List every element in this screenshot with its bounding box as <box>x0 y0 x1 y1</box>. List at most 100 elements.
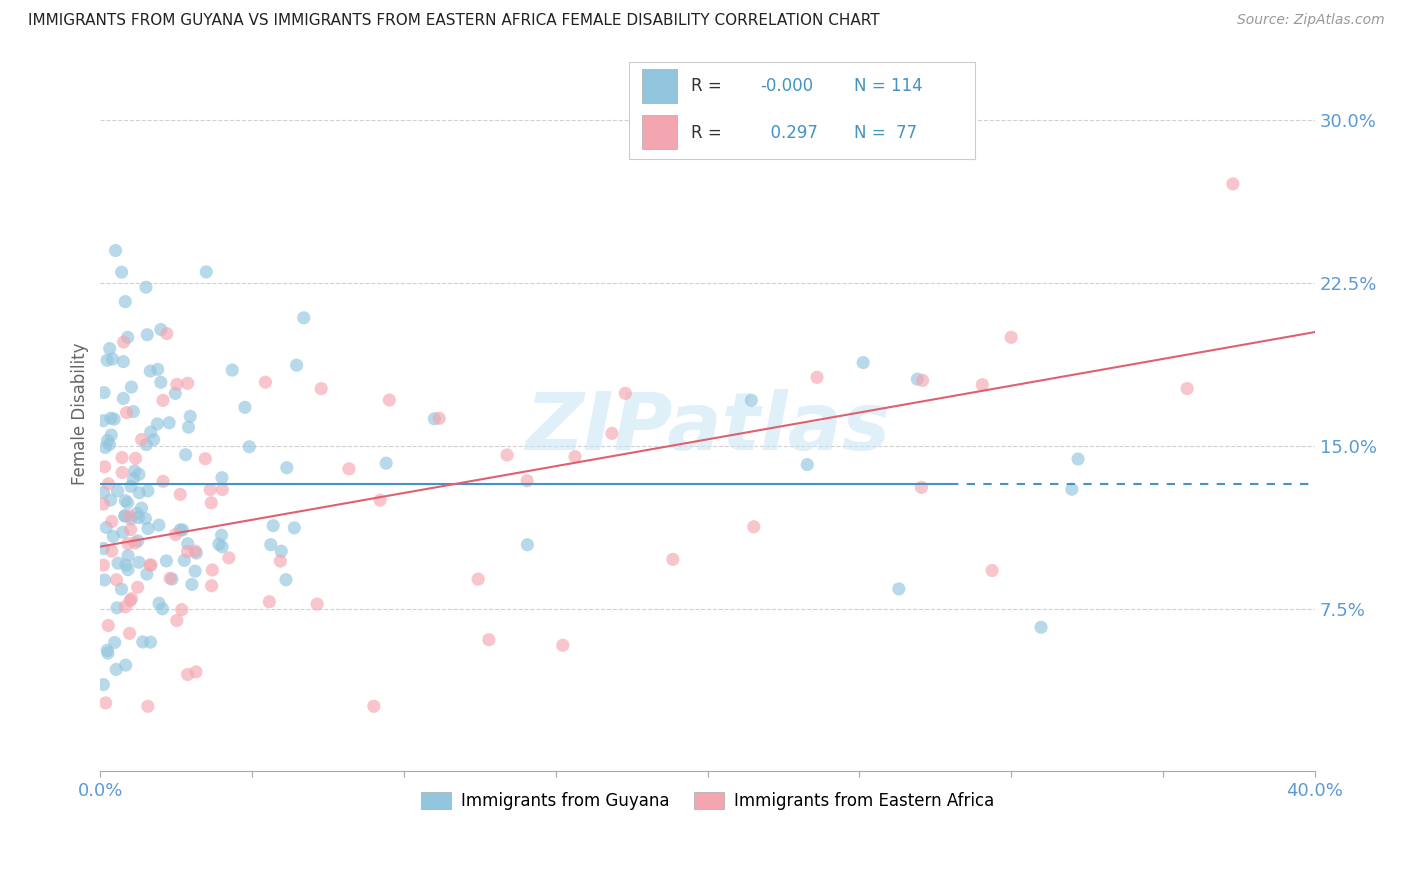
Point <box>600 426 623 441</box>
Point <box>117 549 139 563</box>
Point <box>93 573 115 587</box>
Point <box>160 572 183 586</box>
Point <box>120 380 142 394</box>
Point <box>211 471 233 485</box>
Point <box>292 310 315 325</box>
Point <box>910 480 932 494</box>
Point <box>375 456 398 470</box>
Point <box>127 510 149 524</box>
Point <box>104 244 127 258</box>
Point <box>165 527 187 541</box>
Point <box>939 113 962 128</box>
Point <box>117 536 139 550</box>
Point <box>135 567 157 582</box>
Point <box>614 386 637 401</box>
Point <box>124 536 146 550</box>
Point <box>211 540 233 554</box>
Point <box>114 509 136 524</box>
Point <box>423 411 446 425</box>
Point <box>149 376 172 390</box>
Point <box>97 618 120 632</box>
Point <box>112 334 135 349</box>
Point <box>120 523 142 537</box>
Point <box>254 375 277 389</box>
Point <box>134 511 156 525</box>
Point <box>131 501 153 516</box>
Point <box>496 448 519 462</box>
Point <box>1000 330 1022 344</box>
Point <box>122 472 145 486</box>
Point <box>142 433 165 447</box>
Point <box>103 529 125 543</box>
Point <box>135 280 157 294</box>
Point <box>101 351 124 366</box>
Point <box>1029 620 1052 634</box>
Point <box>96 353 118 368</box>
Point <box>177 537 200 551</box>
Point <box>149 322 172 336</box>
Point <box>118 508 141 523</box>
Point <box>118 626 141 640</box>
Point <box>114 658 136 673</box>
Y-axis label: Female Disability: Female Disability <box>72 342 89 484</box>
Point <box>121 591 143 606</box>
Point <box>169 487 191 501</box>
Point <box>177 420 200 434</box>
Point <box>97 646 120 660</box>
Point <box>136 483 159 498</box>
Point <box>128 555 150 569</box>
Point <box>169 523 191 537</box>
Point <box>136 327 159 342</box>
Point <box>110 582 132 596</box>
Point <box>742 520 765 534</box>
Point <box>981 564 1004 578</box>
Point <box>146 362 169 376</box>
Point <box>285 358 308 372</box>
Point <box>307 597 329 611</box>
Point <box>201 563 224 577</box>
Point <box>887 582 910 596</box>
Point <box>852 355 875 369</box>
Point <box>128 485 150 500</box>
Point <box>1060 482 1083 496</box>
Point <box>905 372 928 386</box>
Point <box>184 665 207 679</box>
Point <box>662 552 685 566</box>
Point <box>170 602 193 616</box>
Point <box>564 450 586 464</box>
Point <box>98 437 121 451</box>
Point <box>135 437 157 451</box>
Point <box>166 614 188 628</box>
Point <box>269 554 291 568</box>
Point <box>127 533 149 548</box>
Point <box>194 451 217 466</box>
Point <box>111 450 134 465</box>
Point <box>110 265 132 279</box>
Point <box>96 434 118 448</box>
Point <box>120 512 142 526</box>
Point <box>186 546 208 560</box>
Point <box>152 393 174 408</box>
Point <box>105 662 128 676</box>
Point <box>93 385 115 400</box>
Point <box>806 370 828 384</box>
Point <box>174 448 197 462</box>
Point <box>195 265 218 279</box>
Point <box>221 363 243 377</box>
Point <box>93 459 115 474</box>
Point <box>117 330 139 344</box>
Point <box>177 376 200 391</box>
Point <box>260 538 283 552</box>
Point <box>233 401 256 415</box>
Point <box>201 579 224 593</box>
Point <box>93 558 115 573</box>
Point <box>166 377 188 392</box>
Point <box>115 558 138 573</box>
Point <box>93 497 115 511</box>
Point <box>309 382 332 396</box>
Point <box>100 428 122 442</box>
Point <box>94 441 117 455</box>
Point <box>796 458 818 472</box>
Point <box>104 635 127 649</box>
Point <box>176 544 198 558</box>
